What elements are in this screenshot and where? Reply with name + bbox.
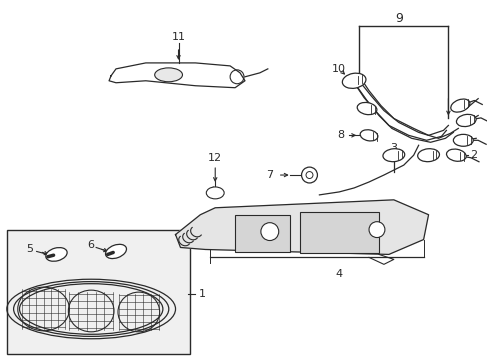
Ellipse shape (260, 223, 278, 240)
Text: 5: 5 (26, 244, 33, 255)
Ellipse shape (305, 172, 312, 179)
Ellipse shape (342, 73, 365, 89)
Ellipse shape (206, 187, 224, 199)
Ellipse shape (105, 244, 126, 258)
Text: 4: 4 (335, 269, 342, 279)
Ellipse shape (455, 114, 475, 127)
Ellipse shape (450, 99, 469, 112)
Text: 2: 2 (468, 150, 476, 160)
Ellipse shape (301, 167, 317, 183)
Polygon shape (109, 63, 244, 88)
Ellipse shape (452, 134, 472, 146)
Bar (7, 230, 190, 354)
Text: 11: 11 (171, 32, 185, 42)
Ellipse shape (360, 130, 377, 141)
Ellipse shape (382, 149, 404, 162)
Text: 3: 3 (389, 143, 397, 153)
Polygon shape (175, 200, 427, 255)
Ellipse shape (417, 149, 439, 162)
Ellipse shape (46, 248, 67, 261)
Text: 7: 7 (265, 170, 273, 180)
Bar (235, 215, 289, 252)
Text: 1: 1 (199, 289, 205, 299)
Text: 8: 8 (337, 130, 344, 140)
Text: 10: 10 (331, 64, 346, 74)
Text: 12: 12 (208, 153, 222, 163)
Bar (299, 212, 378, 253)
Text: 6: 6 (87, 240, 95, 251)
Text: 9: 9 (394, 12, 402, 25)
Ellipse shape (154, 68, 182, 82)
Ellipse shape (357, 103, 376, 115)
Ellipse shape (446, 149, 465, 161)
Ellipse shape (368, 222, 384, 238)
